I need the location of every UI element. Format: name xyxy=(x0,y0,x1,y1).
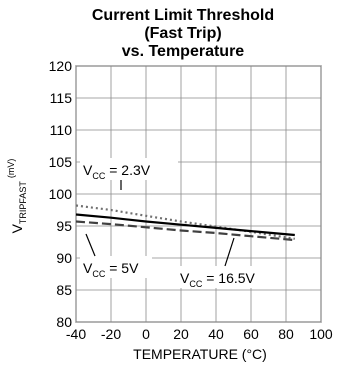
series-line-2 xyxy=(75,213,295,237)
y-axis-ticks: 80 85 90 95 100 105 110 115 120 xyxy=(49,58,73,330)
annotation-vcc-2-3v-sub: CC xyxy=(92,171,105,181)
y-tick-label: 120 xyxy=(49,58,73,74)
y-axis-label-sub: TRIPFAST xyxy=(18,181,28,225)
chart-title-line-3: vs. Temperature xyxy=(122,43,245,60)
x-tick-label: 40 xyxy=(208,326,224,342)
y-axis-label-unit: (mV) xyxy=(6,159,16,179)
annotation-vcc-16-5v-value: = 16.5V xyxy=(202,270,255,286)
x-tick-label: -40 xyxy=(66,326,86,342)
y-tick-label: 80 xyxy=(56,314,72,330)
chart-title-line-2: (Fast Trip) xyxy=(144,25,221,42)
svg-text:VCC = 2.3V: VCC = 2.3V xyxy=(83,162,151,181)
annotation-vcc-5v-main: V xyxy=(83,260,93,276)
x-tick-label: 20 xyxy=(173,326,189,342)
y-tick-label: 90 xyxy=(56,250,72,266)
annotation-vcc-2-3v: VCC = 2.3V xyxy=(80,158,178,190)
y-axis-label-main: V xyxy=(9,223,25,233)
y-axis-label: VTRIPFAST(mV) xyxy=(6,159,28,234)
y-tick-label: 95 xyxy=(56,218,72,234)
annotation-vcc-2-3v-main: V xyxy=(83,162,93,178)
annotation-vcc-5v-value: = 5V xyxy=(105,260,139,276)
x-tick-label: 100 xyxy=(309,326,333,342)
annotation-vcc-2-3v-value: = 2.3V xyxy=(105,162,150,178)
svg-text:VCC = 5V: VCC = 5V xyxy=(83,260,139,279)
x-tick-label: -20 xyxy=(101,326,121,342)
annotation-vcc-16-5v-sub: CC xyxy=(189,279,202,289)
svg-text:VCC = 16.5V: VCC = 16.5V xyxy=(180,270,256,289)
chart-title-line-1: Current Limit Threshold xyxy=(92,7,274,24)
annotation-vcc-5v-sub: CC xyxy=(92,269,105,279)
x-axis-ticks: -40 -20 0 20 40 60 80 100 xyxy=(66,326,333,342)
y-tick-label: 105 xyxy=(49,154,73,170)
annotation-vcc-16-5v-main: V xyxy=(180,270,190,286)
annotation-vcc-16-5v: VCC = 16.5V xyxy=(176,237,270,289)
series-line-3 xyxy=(75,220,295,242)
y-tick-label: 110 xyxy=(50,122,73,138)
x-axis-label: TEMPERATURE (°C) xyxy=(133,346,267,362)
y-tick-label: 100 xyxy=(49,186,73,202)
x-tick-label: 60 xyxy=(243,326,259,342)
annotation-vcc-5v: VCC = 5V xyxy=(80,233,152,279)
x-tick-label: 0 xyxy=(142,326,150,342)
grid-lines xyxy=(75,65,322,323)
x-tick-label: 80 xyxy=(278,326,294,342)
svg-text:VTRIPFAST(mV): VTRIPFAST(mV) xyxy=(6,159,28,234)
data-series xyxy=(75,204,295,242)
y-tick-label: 85 xyxy=(56,282,72,298)
y-tick-label: 115 xyxy=(50,90,73,106)
